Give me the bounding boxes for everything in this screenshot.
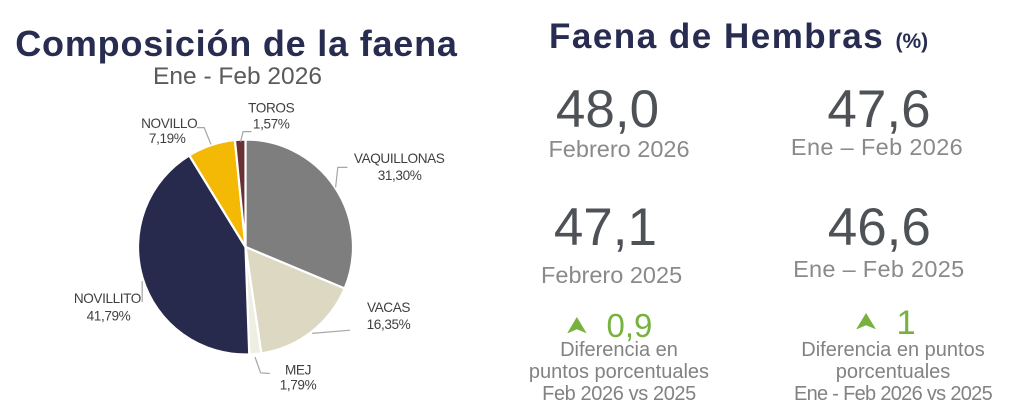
svg-text:NOVILLO: NOVILLO [141,116,197,131]
svg-text:31,30%: 31,30% [378,168,422,183]
svg-text:1,79%: 1,79% [280,377,317,392]
svg-text:VACAS: VACAS [367,300,410,315]
svg-text:1,57%: 1,57% [253,117,290,132]
svg-text:TOROS: TOROS [248,100,294,115]
svg-text:NOVILLITO: NOVILLITO [74,291,141,306]
svg-text:16,35%: 16,35% [367,317,411,332]
svg-text:7,19%: 7,19% [149,131,186,146]
svg-text:MEJ: MEJ [285,362,311,377]
svg-text:41,79%: 41,79% [87,309,131,324]
svg-text:VAQUILLONAS: VAQUILLONAS [354,151,445,166]
